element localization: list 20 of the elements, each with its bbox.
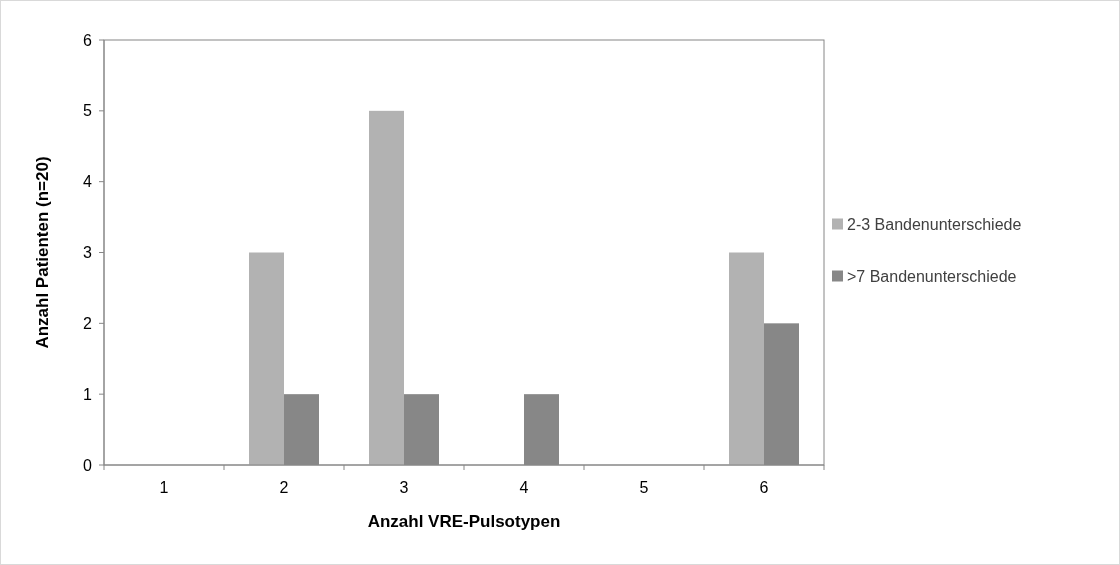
bar: [249, 252, 284, 465]
y-tick-label: 2: [83, 314, 93, 332]
y-tick-label: 0: [83, 456, 93, 474]
y-tick-label: 4: [83, 173, 93, 191]
x-tick-label: 2: [279, 479, 289, 496]
y-tick-label: 3: [83, 244, 93, 262]
bar: [729, 252, 764, 465]
y-tick-label: 1: [83, 385, 93, 403]
y-axis-title: Anzahl Patienten (n=20): [33, 156, 52, 349]
legend-label: 2-3 Bandenunterschiede: [847, 215, 1022, 233]
x-tick-label: 5: [639, 479, 649, 496]
bar: [369, 110, 404, 465]
x-tick-label: 4: [519, 479, 529, 496]
x-tick-label: 3: [399, 479, 409, 496]
x-tick-label: 1: [159, 479, 169, 496]
x-tick-label: 6: [759, 479, 769, 496]
x-axis-title: Anzahl VRE-Pulsotypen: [367, 512, 561, 531]
y-tick-label: 6: [83, 31, 93, 49]
legend-label: >7 Bandenunterschiede: [847, 267, 1017, 285]
y-tick-label: 5: [83, 102, 93, 120]
